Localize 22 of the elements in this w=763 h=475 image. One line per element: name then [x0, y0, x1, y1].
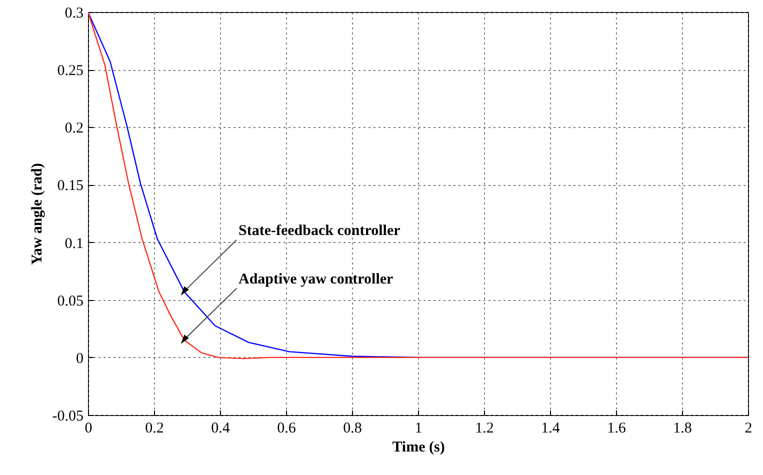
y-tick-label: 0.25	[57, 63, 84, 80]
x-tick-label: 2	[744, 420, 752, 436]
annotation: Adaptive yaw controller	[238, 271, 394, 288]
annotation: State-feedback controller	[238, 222, 401, 239]
y-tick-label: -0.05	[52, 408, 84, 424]
x-tick-label: 0.4	[211, 420, 230, 436]
x-tick-label: 1	[414, 420, 422, 436]
x-tick-label: 1.4	[541, 420, 560, 436]
x-tick-label: 0.8	[343, 420, 362, 436]
y-tick-label: 0.15	[57, 178, 84, 194]
y-axis-title: Yaw angle (rad)	[29, 163, 46, 265]
x-tick-label: 0.6	[277, 420, 296, 436]
x-tick-label: 0.2	[145, 420, 164, 436]
y-tick-label: 0.1	[64, 236, 84, 252]
x-tick-label: 1.6	[607, 420, 626, 436]
x-axis-title: Time (s)	[392, 440, 445, 456]
x-tick-label: 1.8	[673, 420, 692, 436]
y-tick-label: 0.05	[57, 293, 84, 310]
y-tick-label: 0.2	[64, 120, 84, 137]
x-tick-label: 1.2	[475, 420, 494, 436]
y-tick-label: 0.3	[64, 6, 84, 22]
y-tick-label: 0	[76, 350, 84, 367]
